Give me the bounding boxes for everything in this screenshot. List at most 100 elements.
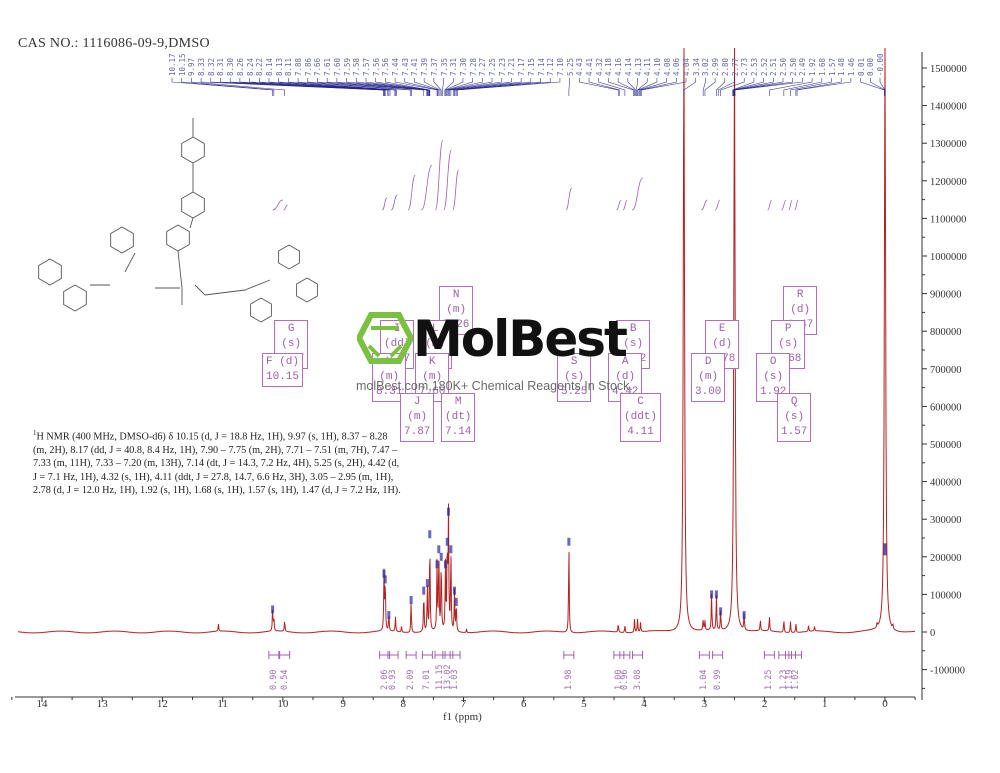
peak-label: 8.26 xyxy=(235,57,245,76)
peak-label: 1.48 xyxy=(837,57,847,76)
x-tick-label: 14 xyxy=(37,698,49,710)
peak-label: 4.10 xyxy=(652,57,662,76)
watermark-tagline: molBest.com,180K+ Chemical Reagents In S… xyxy=(356,379,633,393)
peak-label: 1.46 xyxy=(846,57,856,76)
x-tick-label: 1 xyxy=(822,698,828,710)
x-tick-label: 13 xyxy=(97,698,109,710)
integral-value: 1.04 xyxy=(699,669,710,690)
integral-value: 2.09 xyxy=(406,669,417,690)
peak-label: 7.43 xyxy=(400,57,410,76)
multiplet-label-q: Q (s) 1.57 xyxy=(777,393,812,442)
y-tick-label: 300000 xyxy=(930,515,962,526)
peak-label: 7.15 xyxy=(526,57,536,76)
multiplet-label-d: D (m) 3.00 xyxy=(691,353,726,402)
peak-label: 4.06 xyxy=(672,57,682,76)
x-tick-label: 3 xyxy=(702,698,708,710)
peak-label: 2.80 xyxy=(720,57,730,76)
nmr-description-text: H NMR (400 MHz, DMSO-d6) δ 10.15 (d, J =… xyxy=(33,431,401,497)
peak-label: 4.43 xyxy=(575,57,585,76)
peak-label: 1.57 xyxy=(827,57,837,76)
peak-label: 5.25 xyxy=(565,57,575,76)
peak-label: 7.30 xyxy=(458,57,468,76)
multiplet-label-m: M (dt) 7.14 xyxy=(441,393,476,442)
integral-value: 0.99 xyxy=(712,669,723,690)
peak-label: 2.50 xyxy=(788,57,798,76)
peak-label: 7.37 xyxy=(429,57,439,76)
peak-label: -0.00 xyxy=(876,53,885,76)
integral-value: 0.96 xyxy=(619,669,630,690)
peak-label: 2.49 xyxy=(798,57,808,76)
peak-label: 2.52 xyxy=(759,57,769,76)
integral-value: 3.08 xyxy=(632,669,643,690)
x-tick-label: 0 xyxy=(882,698,888,710)
multiplet-label-j: J (m) 7.87 xyxy=(400,393,435,442)
y-tick-label: 200000 xyxy=(930,553,962,564)
integral-value: 1.25 xyxy=(764,669,775,690)
peak-labels: 10.17 10.15 9.97 8.33 8.32 8.31 8.30 8.26 8.24 8.… xyxy=(0,0,1000,100)
peak-label: 8.14 xyxy=(264,57,274,76)
y-tick-label: 1400000 xyxy=(930,102,967,113)
peak-label: 8.33 xyxy=(197,57,207,76)
peak-label: 7.28 xyxy=(468,57,478,76)
molbest-logo-icon xyxy=(357,312,413,364)
peak-label: 7.58 xyxy=(352,57,362,76)
y-tick-label: 1000000 xyxy=(930,252,967,263)
nmr-isotope: 1 xyxy=(33,429,37,437)
peak-label: 4.04 xyxy=(682,57,692,76)
peak-label: 7.10 xyxy=(555,57,565,76)
peak-label: 2.77 xyxy=(730,57,740,76)
x-tick-label: 5 xyxy=(581,698,587,710)
multiplet-label-f: F (d) 10.15 xyxy=(262,353,304,387)
peak-label: 4.18 xyxy=(604,57,614,76)
peak-label: 7.61 xyxy=(323,57,333,76)
integral-value: 1.98 xyxy=(563,669,574,690)
x-tick-label: 10 xyxy=(277,698,289,710)
peak-label: 7.56 xyxy=(381,57,391,76)
y-tick-label: 400000 xyxy=(930,478,962,489)
peak-label: 7.25 xyxy=(488,57,498,76)
peak-label: 4.08 xyxy=(662,57,672,76)
y-tick-label: 1300000 xyxy=(930,139,967,150)
y-tick-label: 500000 xyxy=(930,440,962,451)
peak-label: 8.24 xyxy=(245,57,255,76)
peak-label: 7.88 xyxy=(294,57,304,76)
multiplet-label-c: C (ddt) 4.11 xyxy=(620,393,662,442)
peak-label: 7.23 xyxy=(497,57,507,76)
peak-label: 4.14 xyxy=(623,57,633,76)
peak-label: 2.50 xyxy=(779,57,788,76)
y-tick-label: 1200000 xyxy=(930,177,967,188)
peak-label: 7.41 xyxy=(410,57,420,76)
integral-value: 0.90 xyxy=(268,669,279,690)
y-tick-label: 600000 xyxy=(930,402,962,413)
peak-label: 8.13 xyxy=(274,57,284,76)
watermark-brand: MolBest xyxy=(413,310,628,368)
peak-label: 0.01 xyxy=(856,57,866,76)
peak-label: 8.31 xyxy=(216,57,226,76)
peak-label: 7.21 xyxy=(507,57,517,76)
integral-value: 1.03 xyxy=(450,669,461,690)
peak-label: 2.53 xyxy=(749,57,759,76)
peak-label: 2.51 xyxy=(769,57,779,76)
x-tick-label: 11 xyxy=(217,698,228,710)
y-tick-label: 800000 xyxy=(930,327,962,338)
peak-label: 0.00 xyxy=(866,57,876,76)
peak-label: 8.32 xyxy=(206,57,216,76)
molecule-structure xyxy=(38,118,318,323)
y-tick-label: 100000 xyxy=(930,590,962,601)
multiplet-label-s: S (s) 5.25 xyxy=(557,353,592,402)
peak-label: 7.31 xyxy=(449,57,459,76)
peak-label: 1.68 xyxy=(817,57,827,76)
integral-value: 7.01 xyxy=(422,669,433,690)
peak-label: 7.12 xyxy=(546,57,556,76)
peak-label: 10.17 xyxy=(168,53,177,76)
peak-label: 7.66 xyxy=(313,57,323,76)
x-tick-label: 2 xyxy=(762,698,768,710)
spectrum-trace xyxy=(18,47,916,634)
x-tick-label: 6 xyxy=(521,698,527,710)
peak-label: 7.57 xyxy=(361,57,371,76)
peak-label: 8.11 xyxy=(284,57,294,76)
y-tick-label: -100000 xyxy=(930,666,965,677)
peak-label: 3.34 xyxy=(691,57,701,76)
y-tick-label: 1100000 xyxy=(930,214,966,225)
peak-label: 1.92 xyxy=(808,57,818,76)
